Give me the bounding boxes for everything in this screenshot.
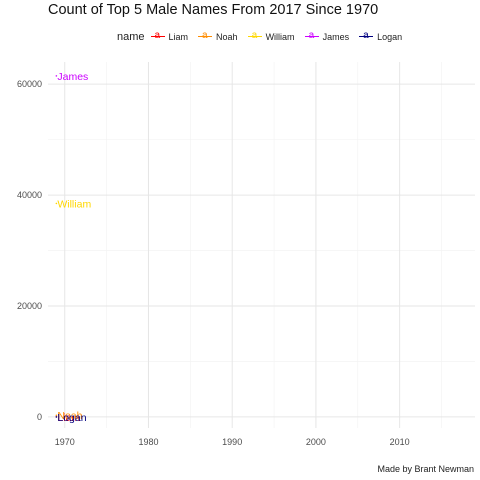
legend-key: a <box>304 30 319 43</box>
series-label: James <box>57 71 88 83</box>
legend-key-glyph: a <box>202 30 208 41</box>
legend-key-glyph: a <box>363 30 369 41</box>
chart-title: Count of Top 5 Male Names From 2017 Sinc… <box>48 2 379 18</box>
legend-item: a Logan <box>359 30 403 43</box>
legend-key-glyph: a <box>154 30 161 41</box>
legend-item: a Noah <box>198 30 238 43</box>
legend-item: a Liam <box>150 30 189 43</box>
x-tick-label: 1970 <box>55 437 75 447</box>
legend-key-line <box>198 36 213 37</box>
y-tick-label: 40000 <box>17 190 42 200</box>
series-label: William <box>57 198 91 210</box>
legend-title: name <box>117 31 145 43</box>
x-tick-label: 2010 <box>390 437 410 447</box>
series-label: Logan <box>57 412 86 424</box>
legend-label: James <box>322 32 350 42</box>
data-point <box>55 416 58 418</box>
legend-key-line <box>359 36 374 37</box>
legend-item: a James <box>304 30 350 43</box>
legend-key: a <box>359 30 374 43</box>
x-tick-label: 2000 <box>306 437 326 447</box>
legend-label: Liam <box>168 32 189 42</box>
y-tick-label: 20000 <box>17 301 42 311</box>
legend-key-glyph: a <box>308 30 315 41</box>
data-point <box>55 75 58 77</box>
legend-label: William <box>265 32 295 42</box>
legend-key-glyph: a <box>251 30 258 41</box>
data-point <box>55 202 58 205</box>
series-label: Noah <box>57 410 82 422</box>
legend-key-line <box>247 36 262 37</box>
legend-item: a William <box>247 30 295 43</box>
y-tick-label: 0 <box>37 412 42 422</box>
x-tick-label: 1980 <box>138 437 158 447</box>
data-point <box>55 414 58 417</box>
series-label: Liam <box>57 412 80 424</box>
chart-caption: Made by Brant Newman <box>377 464 474 474</box>
legend-key-line <box>150 36 165 37</box>
legend-key: a <box>150 30 165 43</box>
legend: name a Liam a Noah a William a James a Logan <box>117 30 412 43</box>
y-tick-label: 60000 <box>17 79 42 89</box>
legend-label: Logan <box>377 32 403 42</box>
legend-key-line <box>304 36 319 37</box>
legend-label: Noah <box>216 32 238 42</box>
legend-key: a <box>198 30 213 43</box>
legend-key: a <box>247 30 262 43</box>
x-tick-label: 1990 <box>222 437 242 447</box>
